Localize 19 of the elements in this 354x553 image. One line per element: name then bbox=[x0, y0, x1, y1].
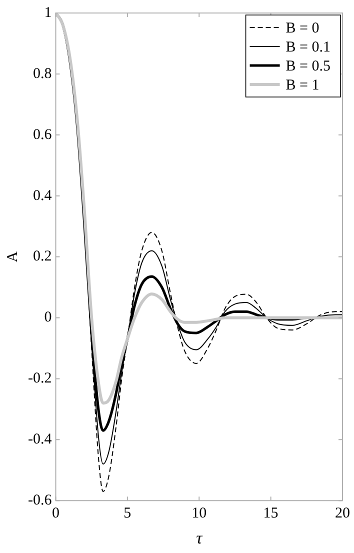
legend-label: B = 0.1 bbox=[286, 39, 331, 56]
x-axis-title: τ bbox=[196, 528, 204, 548]
x-tick-label: 5 bbox=[124, 506, 132, 522]
y-axis-title: A bbox=[4, 251, 21, 262]
y-tick-label: -0.2 bbox=[28, 370, 52, 387]
y-tick-label: 0.2 bbox=[32, 248, 52, 265]
y-tick-label: 1 bbox=[44, 4, 52, 21]
y-tick-label: -0.6 bbox=[28, 492, 52, 509]
y-tick-label: 0.4 bbox=[32, 188, 52, 204]
y-tick-label: 0.8 bbox=[32, 66, 52, 82]
x-tick-label: 20 bbox=[335, 506, 350, 522]
x-tick-label: 15 bbox=[263, 506, 278, 522]
y-tick-label: -0.4 bbox=[28, 432, 52, 448]
x-tick-label: 10 bbox=[192, 506, 207, 522]
legend-label: B = 0.5 bbox=[286, 58, 331, 74]
y-tick-label: 0.6 bbox=[32, 126, 52, 143]
legend-label: B = 1 bbox=[286, 77, 320, 94]
legend-label: B = 0 bbox=[286, 20, 320, 36]
y-tick-label: 0 bbox=[44, 310, 52, 326]
